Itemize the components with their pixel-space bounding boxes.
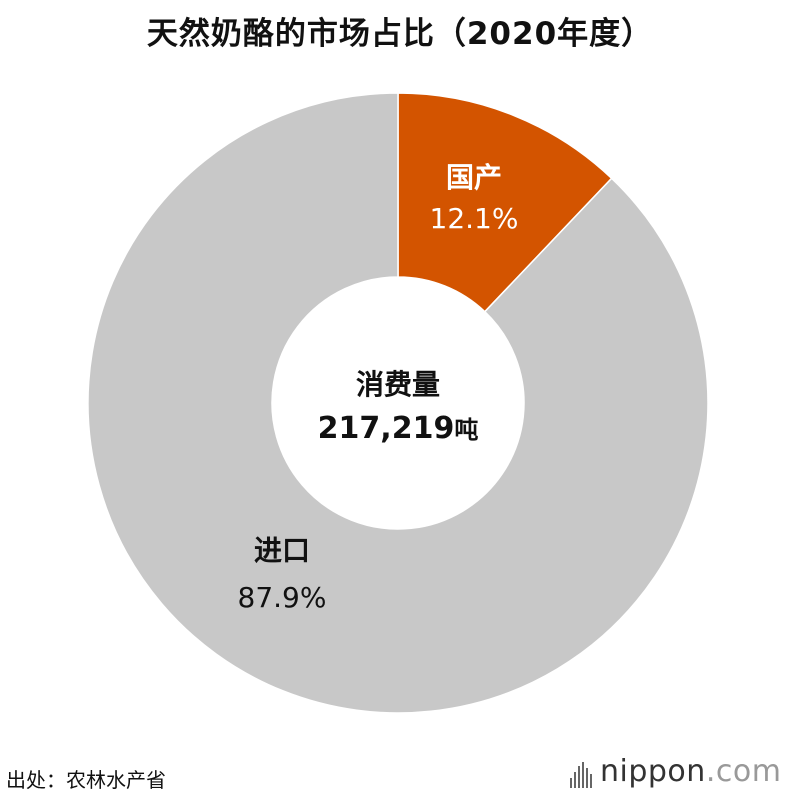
chart-title: 天然奶酪的市场占比（2020年度）: [146, 16, 654, 52]
source-note: 出处：农林水产省: [6, 768, 166, 792]
center-label: 消费量: [356, 368, 440, 401]
logo-text: nippon.com: [600, 754, 781, 789]
logo-bars-icon: [570, 762, 596, 788]
center-value: 217,219吨: [318, 411, 479, 446]
slice-value-1: 87.9%: [238, 581, 327, 614]
donut-slice-0: [397, 92, 613, 313]
donut-slice-1: [87, 92, 709, 714]
logo-brand: nippon: [600, 754, 706, 789]
nippon-logo: nippon.com: [570, 754, 795, 794]
slice-value-0: 12.1%: [430, 202, 519, 235]
slice-label-1: 进口: [254, 534, 310, 567]
slice-label-0: 国产: [446, 161, 502, 194]
logo-suffix: .com: [705, 754, 782, 789]
center-unit: 吨: [454, 416, 478, 444]
